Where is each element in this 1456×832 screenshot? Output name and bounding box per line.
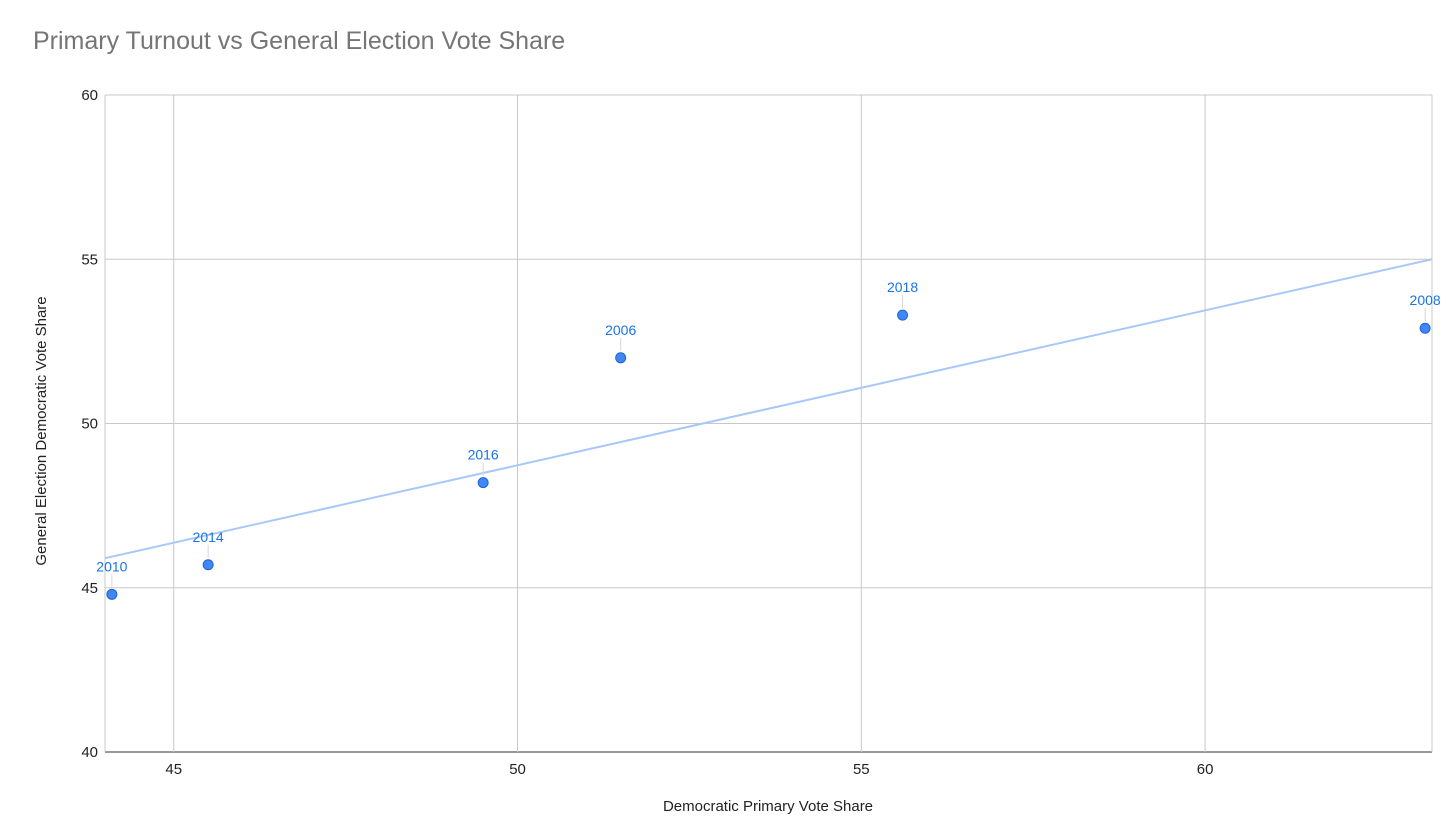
y-tick-label: 50: [81, 416, 98, 433]
data-point: [615, 352, 627, 364]
trendline-layer: [104, 258, 1433, 560]
data-point: [106, 588, 118, 600]
chart-title: Primary Turnout vs General Election Vote…: [33, 27, 566, 55]
point-label: 2010: [96, 558, 127, 574]
x-tick-label: 45: [165, 761, 182, 778]
y-tick-label: 45: [81, 580, 98, 597]
data-point: [202, 559, 214, 571]
point-label: 2018: [887, 279, 918, 295]
grid-layer: [104, 94, 1433, 753]
point-label-layer: 2010 2014 2016 2006 2018 2008: [96, 279, 1441, 588]
x-tick-label: 60: [1197, 761, 1214, 778]
y-tick-label: 40: [81, 744, 98, 761]
data-point: [477, 477, 489, 489]
point-label: 2006: [605, 322, 636, 338]
y-tick-label: 55: [81, 251, 98, 268]
point-label: 2016: [468, 447, 499, 463]
data-point: [897, 309, 909, 321]
tick-label-layer: 40 45 50 55 60 45 50 55 60: [81, 87, 1213, 778]
point-layer: [106, 309, 1431, 600]
point-label: 2008: [1410, 292, 1441, 308]
x-tick-label: 50: [509, 761, 526, 778]
trendline: [104, 258, 1433, 560]
y-tick-label: 60: [81, 87, 98, 104]
point-label: 2014: [193, 529, 224, 545]
x-tick-label: 55: [853, 761, 870, 778]
data-point: [1419, 322, 1431, 334]
y-axis-title: General Election Democratic Vote Share: [33, 296, 50, 565]
x-axis-title: Democratic Primary Vote Share: [663, 798, 873, 815]
